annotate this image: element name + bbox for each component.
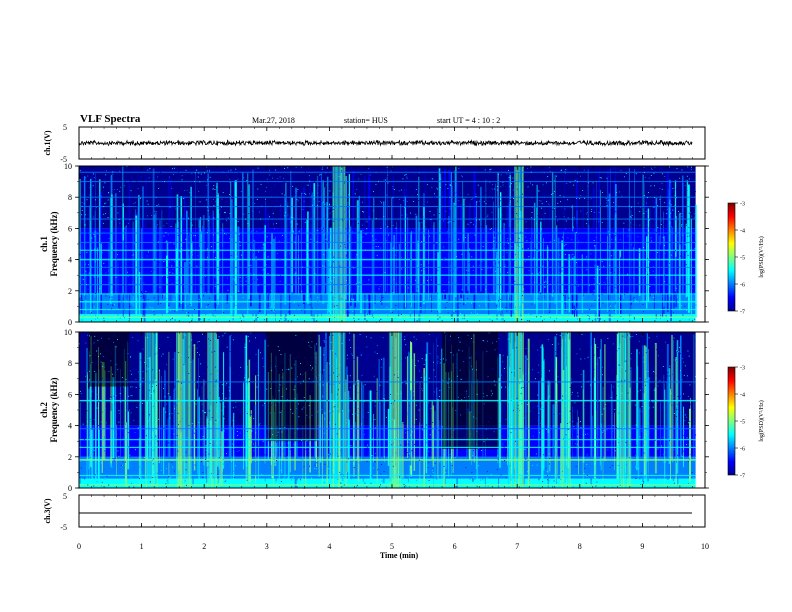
frequency-tick-label: 4 [68, 256, 72, 265]
ch1-frequency-ylabel: Frequency (kHz) [49, 211, 59, 276]
ch2-frequency-ylabel: Frequency (kHz) [49, 377, 59, 442]
colorbar-tick-label: -4 [740, 229, 745, 235]
time-axis-ticklabels: 0 1 2 3 4 5 6 7 8 9 10 [77, 542, 709, 551]
time-tick-label: 2 [202, 542, 206, 551]
time-tick-label: 1 [140, 542, 144, 551]
frequency-tick-label: 2 [68, 287, 72, 296]
colorbar-tick-label: -7 [740, 310, 745, 316]
ch3-ytick-top: 5 [63, 492, 67, 501]
colorbar-tick-label: -6 [740, 283, 745, 289]
time-tick-label: 3 [265, 542, 269, 551]
ch1-spec-label: ch.1 [39, 236, 49, 252]
time-tick-label: 5 [390, 542, 394, 551]
frequency-tick-label: 6 [68, 390, 72, 399]
ch2-frequency-ticklabels: 0 2 4 6 8 10 [64, 328, 72, 493]
frequency-tick-label: 4 [68, 422, 72, 431]
frequency-tick-label: 8 [68, 193, 72, 202]
date-label: Mar.27, 2018 [252, 116, 295, 125]
ch1-ylabel: ch.1(V) [43, 130, 52, 155]
ch1-spectrogram-image [79, 166, 698, 323]
colorbar-tick-label: -6 [740, 447, 745, 453]
colorbar-tick-label: -4 [740, 393, 745, 399]
ch3-ytick-bottom: -5 [60, 523, 67, 532]
colorbar-tick-label: -3 [740, 366, 745, 372]
time-tick-label: 0 [77, 542, 81, 551]
frequency-tick-label: 2 [68, 453, 72, 462]
ch1-waveform-panel: 5 -5 ch.1(V) [43, 123, 706, 164]
ch1-colorbar-label: log(PSD)(V²/Hz) [758, 236, 765, 277]
ch2-colorbar-label: log(PSD)(V²/Hz) [758, 400, 765, 441]
time-tick-label: 4 [327, 542, 331, 551]
ch3-axis-ticks [78, 495, 706, 527]
colorbar-tick-label: -7 [740, 474, 745, 480]
colorbar-tick-label: -3 [740, 202, 745, 208]
time-tick-label: 8 [578, 542, 582, 551]
ch1-waveform-trace [78, 139, 693, 148]
ch2-spectrogram-image [79, 332, 697, 489]
ch1-colorbar [727, 202, 736, 312]
frequency-tick-label: 8 [68, 359, 72, 368]
chart-title: VLF Spectra [80, 113, 141, 125]
ch2-spec-label: ch.2 [39, 402, 49, 418]
ch1-frequency-ticklabels: 0 2 4 6 8 10 [64, 162, 72, 327]
frequency-tick-label: 0 [68, 484, 72, 493]
station-label: station= HUS [344, 116, 388, 125]
frequency-tick-label: 6 [68, 224, 72, 233]
colorbar-tick-label: -5 [740, 420, 745, 426]
start-time-label: start UT = 4 : 10 : 2 [437, 116, 501, 125]
ch2-spectrogram-ticks [75, 331, 709, 489]
ch1-ytick-bottom: -5 [60, 155, 67, 164]
ch1-axis-ticks [78, 127, 706, 159]
ch3-waveform-panel: 5 -5 ch.3(V) [43, 492, 706, 532]
ch3-waveform-frame [78, 494, 706, 528]
colorbar-tick-label: -5 [740, 256, 745, 262]
ch2-colorbar-ticklabels: -3 -4 -5 -6 -7 [735, 366, 745, 480]
frequency-tick-label: 10 [64, 162, 72, 171]
time-tick-label: 9 [640, 542, 644, 551]
frequency-tick-label: 10 [64, 328, 72, 337]
time-tick-label: 10 [701, 542, 709, 551]
ch2-colorbar [727, 366, 736, 476]
ch3-ylabel: ch.3(V) [43, 498, 52, 523]
frequency-tick-label: 0 [68, 318, 72, 327]
time-tick-label: 7 [515, 542, 519, 551]
time-tick-label: 6 [453, 542, 457, 551]
time-axis-label: Time (min) [380, 551, 419, 560]
ch1-ytick-top: 5 [63, 123, 67, 132]
ch1-colorbar-ticklabels: -3 -4 -5 -6 -7 [735, 202, 745, 316]
ch1-spectrogram-ticks [75, 165, 709, 323]
